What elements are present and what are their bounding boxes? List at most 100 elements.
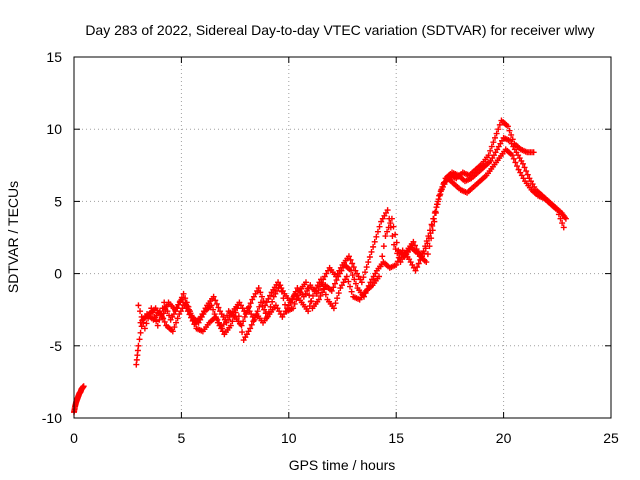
data-point [263,299,270,306]
data-point [309,292,316,299]
data-point [213,315,220,322]
data-point [365,259,372,266]
data-point [559,220,566,227]
data-point [315,296,322,303]
data-point [492,134,499,141]
data-point [360,274,367,281]
data-point [335,290,342,297]
x-tick-label: 20 [496,430,512,446]
data-point [351,276,358,283]
data-point [173,319,180,326]
data-point [237,321,244,328]
data-point [348,267,355,274]
data-point [493,130,500,137]
data-point [432,208,439,215]
data-point [392,231,399,238]
data-point [319,281,326,288]
series-early [71,383,87,416]
data-point [349,260,356,267]
data-point [161,318,168,325]
data-point [247,325,254,332]
data-point [291,300,298,307]
series-trace-b [135,146,567,335]
data-point [229,318,236,325]
data-point [519,160,526,167]
data-point [212,297,219,304]
y-tick-label: 5 [54,193,62,209]
data-point [259,303,266,310]
data-point [376,273,383,280]
data-point [222,316,229,323]
data-point [328,287,335,294]
data-point [434,201,441,208]
data-point [422,245,429,252]
data-point [421,250,428,257]
data-point [180,290,187,297]
data-point [333,277,340,284]
data-point [305,308,312,315]
data-point [248,321,255,328]
data-point [374,228,381,235]
data-point [332,300,339,307]
data-point [178,294,185,301]
data-point [506,127,513,134]
data-point [175,301,182,308]
data-point [308,298,315,305]
data-point [220,321,227,328]
x-tick-label: 5 [178,430,186,446]
data-point [224,312,231,319]
data-point [411,242,418,249]
data-point [368,248,375,255]
data-point [330,284,337,291]
data-point [343,273,350,280]
data-point [254,308,261,315]
data-point [158,311,165,318]
data-point [376,223,383,230]
data-point [282,301,289,308]
data-point [265,295,272,302]
y-tick-label: 0 [54,266,62,282]
data-point [349,272,356,279]
data-point [80,383,87,390]
data-point [345,253,352,260]
data-point [394,258,401,265]
data-point [373,233,380,240]
x-tick-labels: 0 5 10 15 20 25 [70,430,619,446]
data-point [415,260,422,267]
data-point [485,152,492,159]
data-point [410,238,417,245]
data-point [512,159,519,166]
data-point [148,305,155,312]
data-point [156,308,163,315]
data-point [530,149,537,156]
data-point [430,215,437,222]
data-point [162,303,169,310]
data-point [384,207,391,214]
data-point [280,295,287,302]
data-point [412,267,419,274]
data-point [487,147,494,154]
data-point [136,336,143,343]
data-point [256,303,263,310]
plot-frame [73,56,612,419]
data-point [239,329,246,336]
data-point [171,324,178,331]
data-point [414,264,421,271]
y-tick-label: -10 [42,410,62,426]
data-point [160,315,167,322]
axis-ticks [73,56,612,419]
data-point [137,308,144,315]
data-point [154,322,161,329]
data-point [352,280,359,287]
data-point [562,215,569,222]
data-point [318,276,325,283]
data-point [371,238,378,245]
data-point [302,279,309,286]
data-point [387,220,394,227]
x-tick-label: 0 [70,430,78,446]
series-trace-c [137,117,537,344]
data-point [510,155,517,162]
data-point [235,313,242,320]
data-point [514,163,521,170]
